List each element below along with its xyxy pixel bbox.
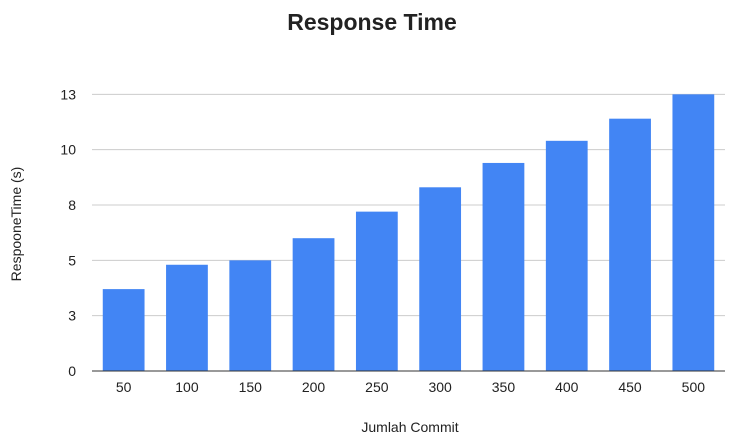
x-tick-label: 300 bbox=[428, 379, 452, 395]
y-tick-label: 5 bbox=[68, 252, 76, 268]
x-tick-label: 50 bbox=[116, 379, 132, 395]
bar-200 bbox=[292, 238, 335, 371]
x-tick-label: 500 bbox=[682, 379, 706, 395]
chart-title: Response Time bbox=[287, 9, 457, 35]
bar-100 bbox=[166, 264, 208, 371]
x-tick-label: 150 bbox=[239, 379, 263, 395]
bars-group bbox=[102, 94, 715, 372]
bar-500 bbox=[672, 94, 715, 371]
y-tick-label: 8 bbox=[68, 197, 76, 213]
x-axis-ticks: 50 100 150 200 250 300 350 400 450 500 bbox=[116, 379, 705, 395]
x-tick-label: 450 bbox=[618, 379, 642, 395]
y-tick-label: 3 bbox=[68, 308, 76, 324]
x-tick-label: 350 bbox=[492, 379, 516, 395]
x-tick-label: 400 bbox=[555, 379, 579, 395]
bar-150 bbox=[229, 260, 272, 371]
bar-300 bbox=[419, 187, 462, 371]
bar-250 bbox=[355, 211, 398, 371]
y-axis-label: RespooneTime (s) bbox=[8, 167, 24, 282]
x-tick-label: 100 bbox=[175, 379, 199, 395]
bar-350 bbox=[482, 162, 525, 371]
x-tick-label: 200 bbox=[302, 379, 326, 395]
y-axis-ticks: 0 3 5 8 10 13 bbox=[60, 86, 76, 379]
bar-50 bbox=[102, 289, 145, 371]
y-tick-label: 10 bbox=[60, 142, 76, 158]
y-tick-label: 0 bbox=[68, 363, 76, 379]
y-tick-label: 13 bbox=[60, 86, 76, 102]
x-tick-label: 250 bbox=[365, 379, 389, 395]
x-axis-label: Jumlah Commit bbox=[361, 419, 458, 435]
bar-450 bbox=[609, 118, 651, 372]
bar-400 bbox=[545, 140, 588, 371]
